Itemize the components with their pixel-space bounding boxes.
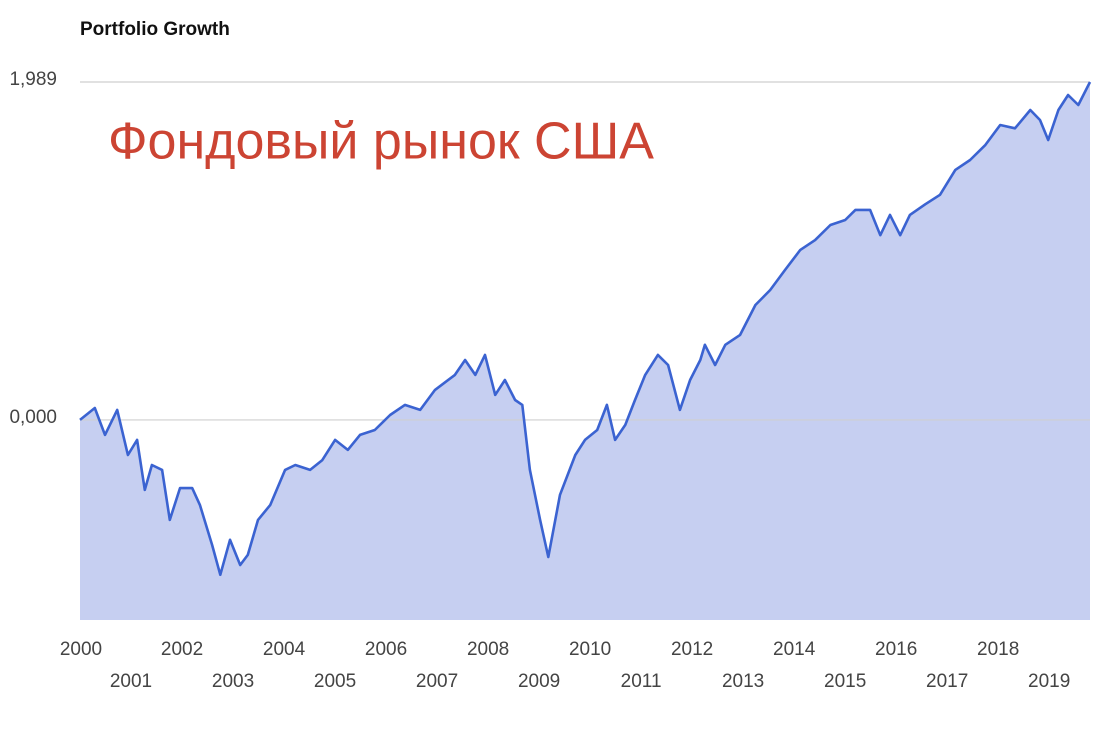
x-tick-label: 2006 [365, 639, 407, 660]
x-tick-label: 2003 [212, 671, 254, 692]
x-tick-label: 2019 [1028, 671, 1070, 692]
x-tick-label: 2000 [60, 639, 102, 660]
x-tick-label: 2015 [824, 671, 866, 692]
x-tick-label: 2014 [773, 639, 816, 660]
x-tick-label: 2018 [977, 639, 1019, 660]
x-tick-label: 2012 [671, 639, 713, 660]
x-tick-label: 2002 [161, 639, 203, 660]
x-tick-label: 2007 [416, 671, 458, 692]
y-tick-label: 0,000 [9, 407, 57, 428]
series-line [79, 81, 1092, 577]
chart-title: Portfolio Growth [80, 19, 230, 40]
x-tick-label: 2001 [110, 671, 152, 692]
plot-area: 2000 2001 2002 2003 2004 2005 2006 2007 2008 2009… [9, 69, 1092, 692]
x-tick-label: 2011 [621, 671, 662, 692]
x-tick-label: 2016 [875, 639, 917, 660]
annotation: Фондовый рынок США [108, 113, 654, 171]
y-tick-label: 1,989 [9, 69, 57, 90]
area-fill [80, 82, 1090, 620]
x-tick-label: 2004 [263, 639, 306, 660]
x-tick-label: 2010 [569, 639, 611, 660]
x-tick-label: 2013 [722, 671, 764, 692]
x-tick-label: 2009 [518, 671, 560, 692]
x-tick-label: 2008 [467, 639, 509, 660]
x-tick-label: 2005 [314, 671, 356, 692]
x-tick-label: 2017 [926, 671, 968, 692]
